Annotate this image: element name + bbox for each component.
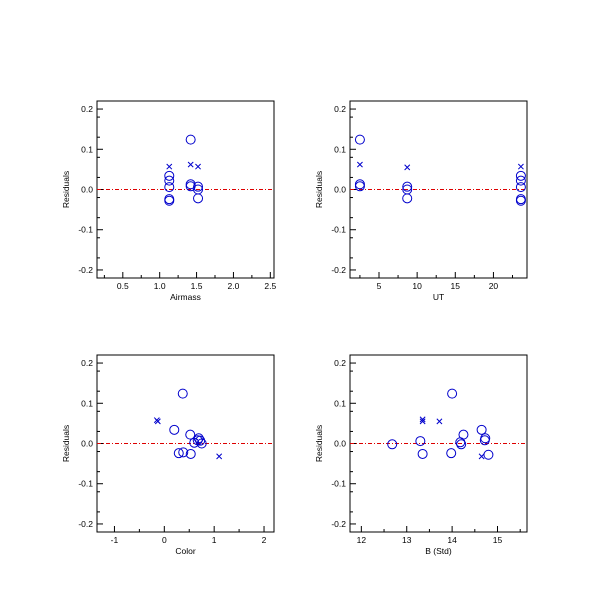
y-tick-label: 0.1	[334, 144, 346, 154]
x-tick-label: 2.5	[264, 281, 276, 291]
x-tick-label: 1	[212, 535, 217, 545]
data-point-circle	[189, 437, 200, 448]
data-point-circle	[178, 447, 189, 458]
data-point-x	[166, 163, 173, 170]
data-point-circle	[164, 182, 175, 193]
data-point-circle	[193, 193, 204, 204]
x-tick-label: 0.5	[117, 281, 129, 291]
y-tick-label: 0.1	[81, 144, 93, 154]
data-point-circle	[185, 429, 196, 440]
x-axis-label: UT	[433, 292, 444, 302]
data-point-x	[419, 418, 426, 425]
data-point-circle	[515, 170, 526, 181]
y-tick-label: -0.1	[331, 225, 346, 235]
x-tick-label: 2	[262, 535, 267, 545]
x-tick-label: 15	[493, 535, 503, 545]
x-tick-label: 10	[412, 281, 422, 291]
x-tick-label: 14	[447, 535, 457, 545]
y-tick-label: 0.0	[81, 439, 93, 449]
data-point-circle	[169, 424, 180, 435]
y-tick-label: 0.2	[81, 104, 93, 114]
x-tick-label: 5	[377, 281, 382, 291]
y-tick-label: -0.1	[331, 479, 346, 489]
data-point-x	[478, 453, 485, 460]
data-point-circle	[196, 438, 207, 449]
data-point-x	[356, 161, 363, 168]
y-tick-label: 0.2	[81, 358, 93, 368]
data-point-circle	[455, 437, 466, 448]
chart-panel-2: -0.2 -0.1 0.0 0.1 0.2 5 10 15 20 UT Residuals	[314, 100, 528, 302]
data-point-circle	[476, 424, 487, 435]
data-point-x	[195, 163, 201, 170]
y-tick-label: 0.1	[334, 398, 346, 408]
chart-panel-3: -0.2 -0.1 0.0 0.1 0.2 -1 0 1 2 Color Residuals	[61, 354, 275, 556]
data-point-circle	[479, 435, 490, 446]
data-point-x	[436, 418, 443, 425]
y-tick-label: -0.1	[78, 225, 93, 235]
y-axis-label: Residuals	[314, 425, 324, 462]
x-tick-label: 12	[357, 535, 367, 545]
y-tick-label: 0.1	[81, 398, 93, 408]
y-tick-label: -0.2	[78, 265, 93, 275]
data-point-circle	[417, 448, 428, 459]
y-tick-label: -0.1	[78, 479, 93, 489]
y-tick-label: 0.2	[334, 104, 346, 114]
data-point-circle	[515, 175, 526, 186]
x-tick-label: 0	[162, 535, 167, 545]
data-point-x	[517, 163, 524, 170]
data-point-circle	[177, 388, 188, 399]
x-axis-label: Color	[175, 546, 195, 556]
data-point-x	[187, 161, 194, 168]
data-point-circle	[447, 388, 458, 399]
data-point-circle	[515, 182, 526, 193]
y-tick-label: 0.2	[334, 358, 346, 368]
y-tick-label: 0.0	[334, 185, 346, 195]
y-axis-label: Residuals	[61, 425, 71, 462]
data-point-circle	[164, 195, 175, 206]
x-axis-label: B (Std)	[425, 546, 452, 556]
y-tick-label: -0.2	[331, 519, 346, 529]
data-point-x	[419, 416, 426, 423]
x-tick-label: 13	[402, 535, 412, 545]
data-point-x	[216, 453, 223, 460]
x-tick-label: 1.0	[154, 281, 166, 291]
data-point-circle	[415, 436, 426, 447]
data-point-circle	[515, 195, 526, 206]
data-point-circle	[185, 448, 196, 459]
data-point-circle	[456, 439, 467, 450]
x-tick-label: 1.5	[191, 281, 203, 291]
x-tick-label: 15	[451, 281, 461, 291]
data-point-circle	[446, 448, 457, 459]
y-tick-label: 0.0	[81, 185, 93, 195]
y-axis-label: Residuals	[61, 171, 71, 208]
y-tick-label: -0.2	[78, 519, 93, 529]
chart-panel-1: -0.2 -0.1 0.0 0.1 0.2 0.5 1.0 1.5 2.0 2.5 Airmass R…	[61, 100, 276, 302]
data-point-x	[404, 164, 411, 171]
y-tick-label: 0.0	[334, 439, 346, 449]
data-point-circle	[402, 181, 413, 192]
data-point-circle	[164, 175, 175, 186]
x-tick-label: -1	[111, 535, 119, 545]
data-point-x	[154, 418, 161, 425]
data-point-circle	[173, 448, 184, 459]
x-tick-label: 20	[489, 281, 499, 291]
data-point-circle	[354, 134, 365, 145]
data-point-circle	[164, 170, 175, 181]
x-tick-label: 2.0	[228, 281, 240, 291]
data-point-circle	[195, 435, 206, 446]
y-axis-label: Residuals	[314, 171, 324, 208]
data-point-circle	[354, 181, 365, 192]
chart-panel-4: -0.2 -0.1 0.0 0.1 0.2 12 13 14 15 B (Std) Residual…	[314, 354, 528, 556]
data-point-circle	[387, 439, 398, 450]
x-axis-label: Airmass	[170, 292, 201, 302]
data-point-circle	[402, 193, 413, 204]
data-point-circle	[185, 134, 196, 145]
data-point-circle	[193, 181, 204, 192]
y-tick-label: -0.2	[331, 265, 346, 275]
